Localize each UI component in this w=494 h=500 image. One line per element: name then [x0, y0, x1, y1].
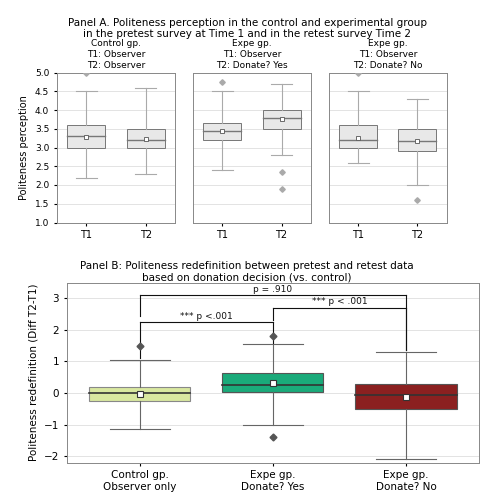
Y-axis label: Politeness perception: Politeness perception [19, 95, 29, 200]
Bar [68, 125, 105, 148]
Title: Expe gp.
T1: Observer
T2: Donate? Yes: Expe gp. T1: Observer T2: Donate? Yes [216, 39, 288, 70]
Bar [204, 123, 241, 140]
Bar [339, 125, 377, 148]
Bar [356, 384, 456, 409]
Bar [127, 128, 165, 148]
Text: p = .910: p = .910 [253, 285, 292, 294]
Title: Expe gp.
T1: Observer
T2: Donate? No: Expe gp. T1: Observer T2: Donate? No [353, 39, 422, 70]
Text: *** p <.001: *** p <.001 [180, 312, 233, 320]
Text: Panel B: Politeness redefinition between pretest and retest data
based on donati: Panel B: Politeness redefinition between… [80, 261, 414, 282]
Bar [222, 372, 324, 392]
Bar [263, 110, 300, 128]
Bar [399, 128, 436, 151]
Title: Control gp.
T1: Observer
T2: Observer: Control gp. T1: Observer T2: Observer [87, 39, 145, 70]
Y-axis label: Politeness redefinition (Diff T2-T1): Politeness redefinition (Diff T2-T1) [28, 284, 38, 461]
Bar [89, 386, 190, 401]
Text: *** p < .001: *** p < .001 [312, 298, 367, 306]
Text: Panel A. Politeness perception in the control and experimental group
in the pret: Panel A. Politeness perception in the co… [68, 18, 426, 39]
